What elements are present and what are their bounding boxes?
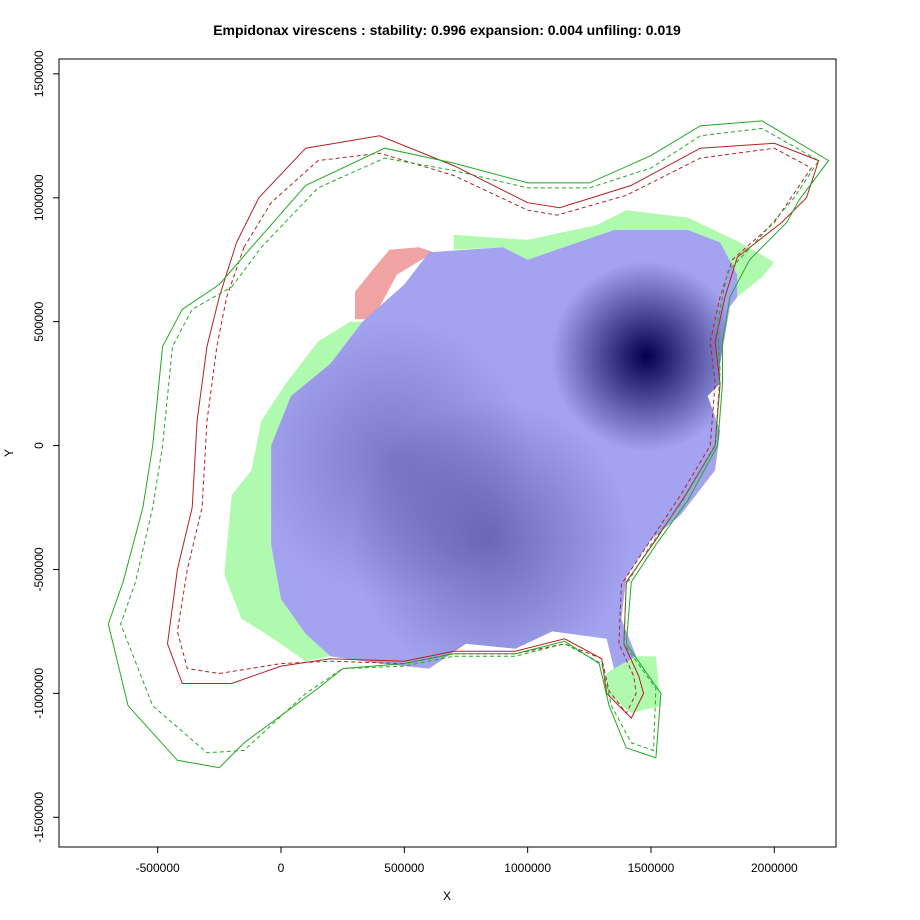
y-tick-label: -1500000 (32, 792, 46, 843)
contour-invaded-inner (120, 127, 820, 754)
unfilling-region (224, 321, 363, 662)
x-axis: -500000 0 500000 1000000 1500000 2000000 (136, 847, 798, 875)
y-tick-label: 1000000 (32, 174, 46, 221)
chart-title: Empidonax virescens : stability: 0.996 e… (213, 22, 681, 38)
x-tick-label: -500000 (136, 861, 180, 875)
x-tick-label: 0 (278, 861, 285, 875)
y-tick-label: -500000 (32, 547, 46, 591)
y-tick-label: 1500000 (32, 50, 46, 97)
contour-native-outer (166, 135, 820, 719)
x-tick-label: 1500000 (628, 861, 675, 875)
unfilling-region (606, 656, 661, 714)
contour-native-inner (176, 147, 813, 715)
x-tick-label: 2000000 (751, 861, 798, 875)
expansion-region (355, 247, 434, 320)
y-tick-label: -1000000 (32, 668, 46, 719)
unfilling-region (453, 210, 775, 297)
y-tick-label: 0 (32, 442, 46, 449)
x-tick-label: 1000000 (504, 861, 551, 875)
y-axis-label: Y (2, 449, 16, 457)
y-tick-label: 500000 (32, 301, 46, 341)
x-axis-label: X (443, 889, 451, 903)
plot-frame (58, 58, 837, 848)
contour-invaded-outer (107, 120, 830, 769)
y-axis: -1500000 -1000000 -500000 0 500000 1000000 150… (32, 50, 59, 843)
x-tick-label: 500000 (384, 861, 424, 875)
